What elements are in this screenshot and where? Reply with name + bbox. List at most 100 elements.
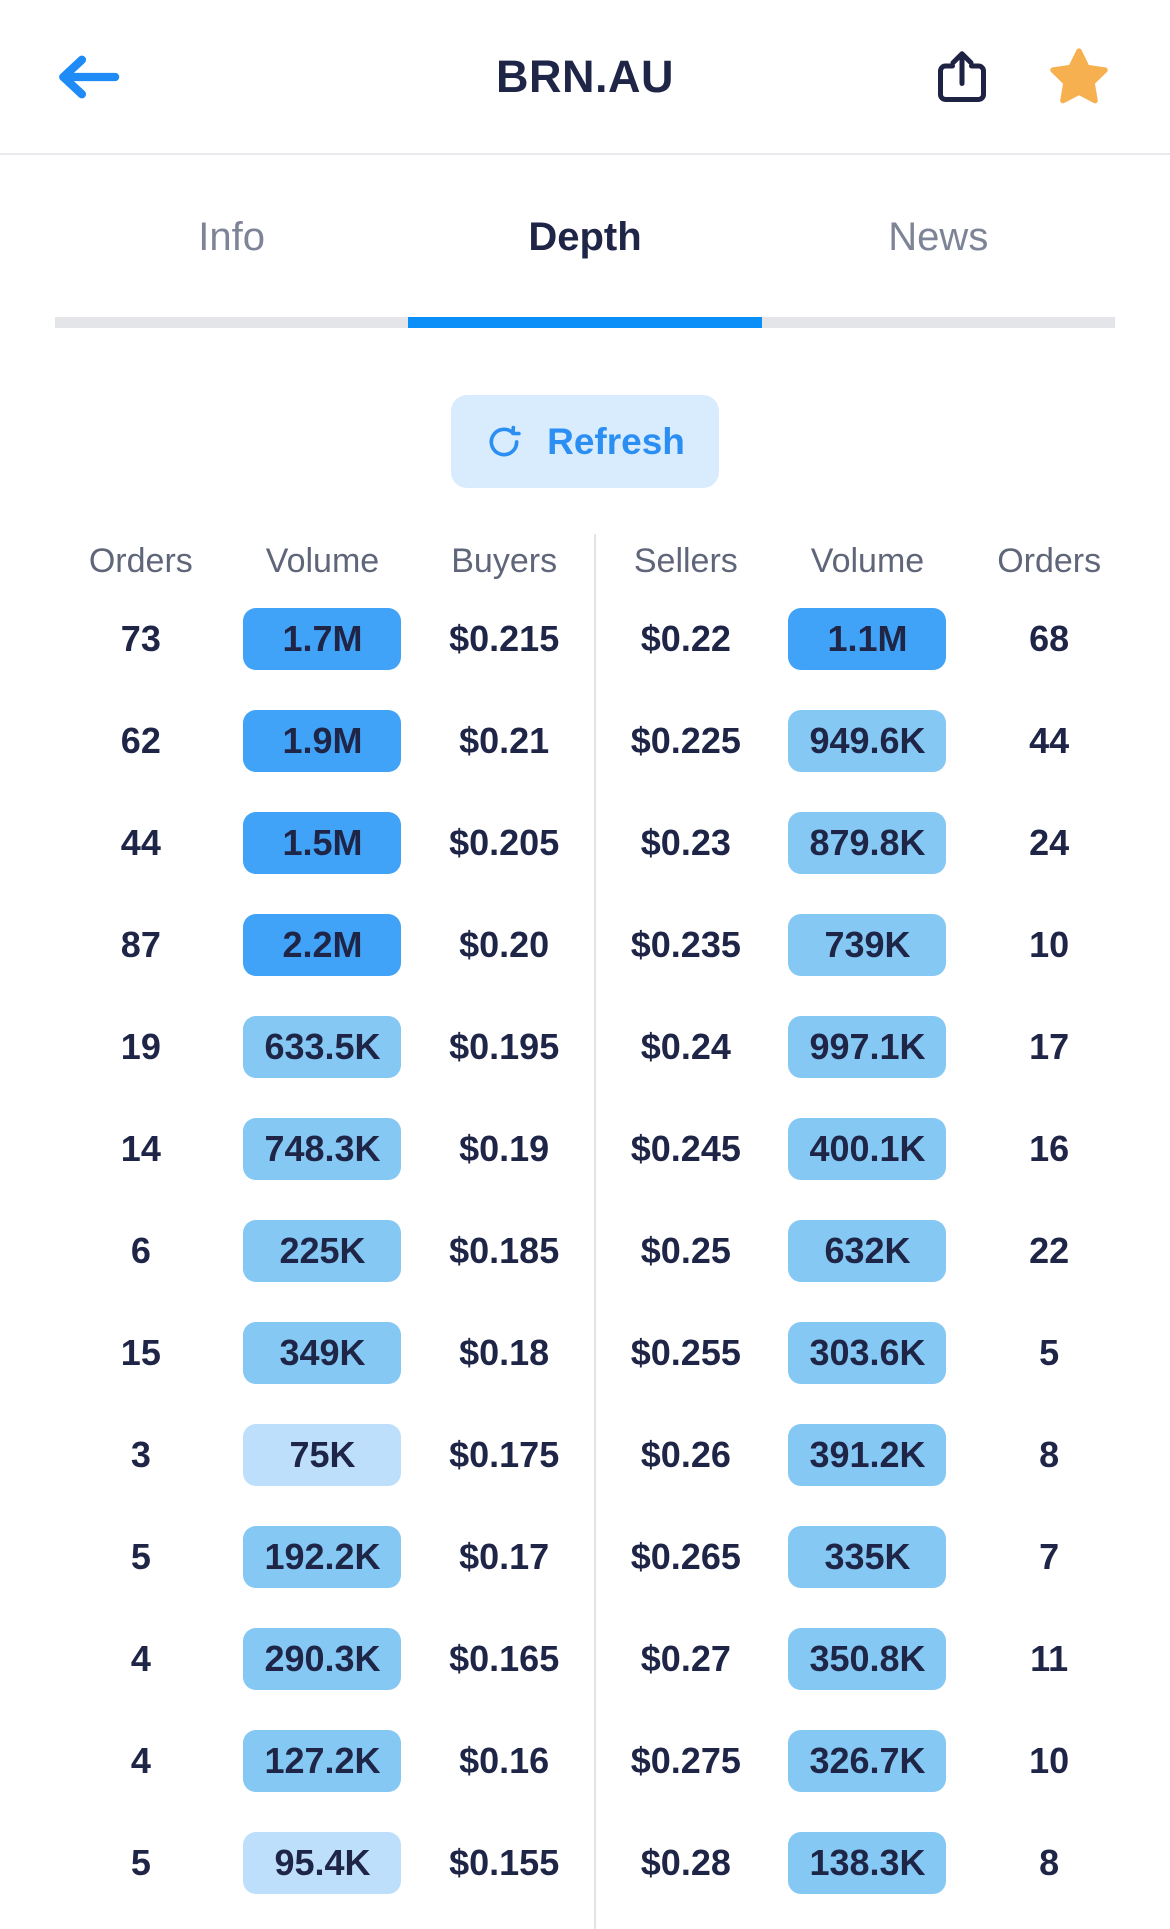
depth-rows: 73 1.7M $0.215 $0.22 1.1M 68 62 1.9M $0.21 $0.225…	[50, 588, 1140, 1914]
column-header-ask-volume: Volume	[810, 541, 925, 580]
bid-orders-cell: 73	[120, 618, 161, 659]
volume-cell: 748.3K	[232, 1118, 414, 1180]
ask-volume-chip: 632K	[788, 1220, 947, 1282]
depth-row: 14 748.3K $0.19 $0.245 400.1K 16	[50, 1098, 1140, 1200]
ask-orders-cell: 11	[1030, 1638, 1069, 1679]
depth-row: 6 225K $0.185 $0.25 632K 22	[50, 1200, 1140, 1302]
center-divider	[594, 534, 596, 1929]
bid-volume-chip: 748.3K	[243, 1118, 402, 1180]
ask-orders-cell: 17	[1029, 1026, 1070, 1067]
ask-volume-chip: 350.8K	[788, 1628, 947, 1690]
tab-depth[interactable]: Depth	[408, 207, 761, 267]
bid-volume-chip: 290.3K	[243, 1628, 402, 1690]
ask-price-cell: $0.225	[630, 720, 741, 761]
ask-price-cell: $0.25	[640, 1230, 731, 1271]
depth-row: 4 127.2K $0.16 $0.275 326.7K 10	[50, 1710, 1140, 1812]
bid-volume-chip: 349K	[243, 1322, 402, 1384]
refresh-button[interactable]: Refresh	[451, 395, 719, 488]
bid-volume-chip: 1.7M	[243, 608, 402, 670]
top-bar-actions	[932, 44, 1112, 110]
bid-volume-chip: 2.2M	[243, 914, 402, 976]
depth-row: 73 1.7M $0.215 $0.22 1.1M 68	[50, 588, 1140, 690]
ask-volume-chip: 138.3K	[788, 1832, 947, 1894]
bid-volume-chip: 75K	[243, 1424, 402, 1486]
volume-cell: 350.8K	[777, 1628, 959, 1690]
ask-orders-cell: 22	[1029, 1230, 1070, 1271]
ask-volume-chip: 949.6K	[788, 710, 947, 772]
column-header-sellers: Sellers	[633, 541, 738, 580]
bid-price-cell: $0.185	[449, 1230, 560, 1271]
bid-volume-chip: 127.2K	[243, 1730, 402, 1792]
volume-cell: 225K	[232, 1220, 414, 1282]
bid-price-cell: $0.19	[459, 1128, 550, 1169]
volume-cell: 632K	[777, 1220, 959, 1282]
ask-orders-cell: 10	[1029, 924, 1070, 965]
depth-row: 5 192.2K $0.17 $0.265 335K 7	[50, 1506, 1140, 1608]
ask-orders-cell: 24	[1029, 822, 1070, 863]
volume-cell: 400.1K	[777, 1118, 959, 1180]
volume-cell: 192.2K	[232, 1526, 414, 1588]
ask-orders-cell: 44	[1029, 720, 1070, 761]
volume-cell: 95.4K	[232, 1832, 414, 1894]
bid-orders-cell: 4	[130, 1740, 151, 1781]
bid-orders-cell: 44	[120, 822, 161, 863]
volume-cell: 1.9M	[232, 710, 414, 772]
ask-price-cell: $0.27	[640, 1638, 731, 1679]
volume-cell: 739K	[777, 914, 959, 976]
ask-orders-cell: 8	[1039, 1842, 1060, 1883]
volume-cell: 127.2K	[232, 1730, 414, 1792]
volume-cell: 1.5M	[232, 812, 414, 874]
ask-volume-chip: 400.1K	[788, 1118, 947, 1180]
ask-price-cell: $0.26	[640, 1434, 731, 1475]
bid-price-cell: $0.165	[449, 1638, 560, 1679]
favorite-button[interactable]	[1046, 44, 1112, 110]
bid-price-cell: $0.18	[459, 1332, 550, 1373]
ask-orders-cell: 16	[1029, 1128, 1070, 1169]
tab-news[interactable]: News	[762, 207, 1115, 267]
ask-volume-chip: 335K	[788, 1526, 947, 1588]
bid-volume-chip: 633.5K	[243, 1016, 402, 1078]
volume-cell: 138.3K	[777, 1832, 959, 1894]
star-icon	[1050, 47, 1108, 103]
bid-volume-chip: 95.4K	[243, 1832, 402, 1894]
volume-cell: 2.2M	[232, 914, 414, 976]
tab-track	[55, 317, 1115, 328]
volume-cell: 949.6K	[777, 710, 959, 772]
share-icon	[938, 50, 986, 102]
ask-price-cell: $0.23	[640, 822, 731, 863]
ask-volume-chip: 303.6K	[788, 1322, 947, 1384]
tab-info[interactable]: Info	[55, 207, 408, 267]
volume-cell: 1.7M	[232, 608, 414, 670]
column-header-bid-orders: Orders	[88, 541, 193, 580]
volume-cell: 879.8K	[777, 812, 959, 874]
depth-table-header: Orders Volume Buyers Sellers Volume Orde…	[50, 534, 1140, 588]
depth-row: 87 2.2M $0.20 $0.235 739K 10	[50, 894, 1140, 996]
share-button[interactable]	[932, 47, 992, 107]
bid-orders-cell: 62	[120, 720, 161, 761]
bid-volume-chip: 192.2K	[243, 1526, 402, 1588]
refresh-row: Refresh	[0, 395, 1170, 488]
ask-orders-cell: 68	[1029, 618, 1070, 659]
bid-volume-chip: 1.9M	[243, 710, 402, 772]
ask-volume-chip: 997.1K	[788, 1016, 947, 1078]
depth-row: 15 349K $0.18 $0.255 303.6K 5	[50, 1302, 1140, 1404]
bid-orders-cell: 14	[120, 1128, 161, 1169]
depth-row: 3 75K $0.175 $0.26 391.2K 8	[50, 1404, 1140, 1506]
column-header-buyers: Buyers	[451, 541, 558, 580]
volume-cell: 303.6K	[777, 1322, 959, 1384]
bid-volume-chip: 1.5M	[243, 812, 402, 874]
bid-orders-cell: 4	[130, 1638, 151, 1679]
ask-price-cell: $0.235	[630, 924, 741, 965]
depth-row: 19 633.5K $0.195 $0.24 997.1K 17	[50, 996, 1140, 1098]
back-button[interactable]	[56, 53, 120, 101]
bid-price-cell: $0.21	[459, 720, 550, 761]
bid-volume-chip: 225K	[243, 1220, 402, 1282]
bid-orders-cell: 19	[120, 1026, 161, 1067]
volume-cell: 326.7K	[777, 1730, 959, 1792]
bid-price-cell: $0.215	[449, 618, 560, 659]
bid-orders-cell: 5	[130, 1842, 151, 1883]
ask-volume-chip: 326.7K	[788, 1730, 947, 1792]
ask-volume-chip: 391.2K	[788, 1424, 947, 1486]
bid-orders-cell: 5	[130, 1536, 151, 1577]
